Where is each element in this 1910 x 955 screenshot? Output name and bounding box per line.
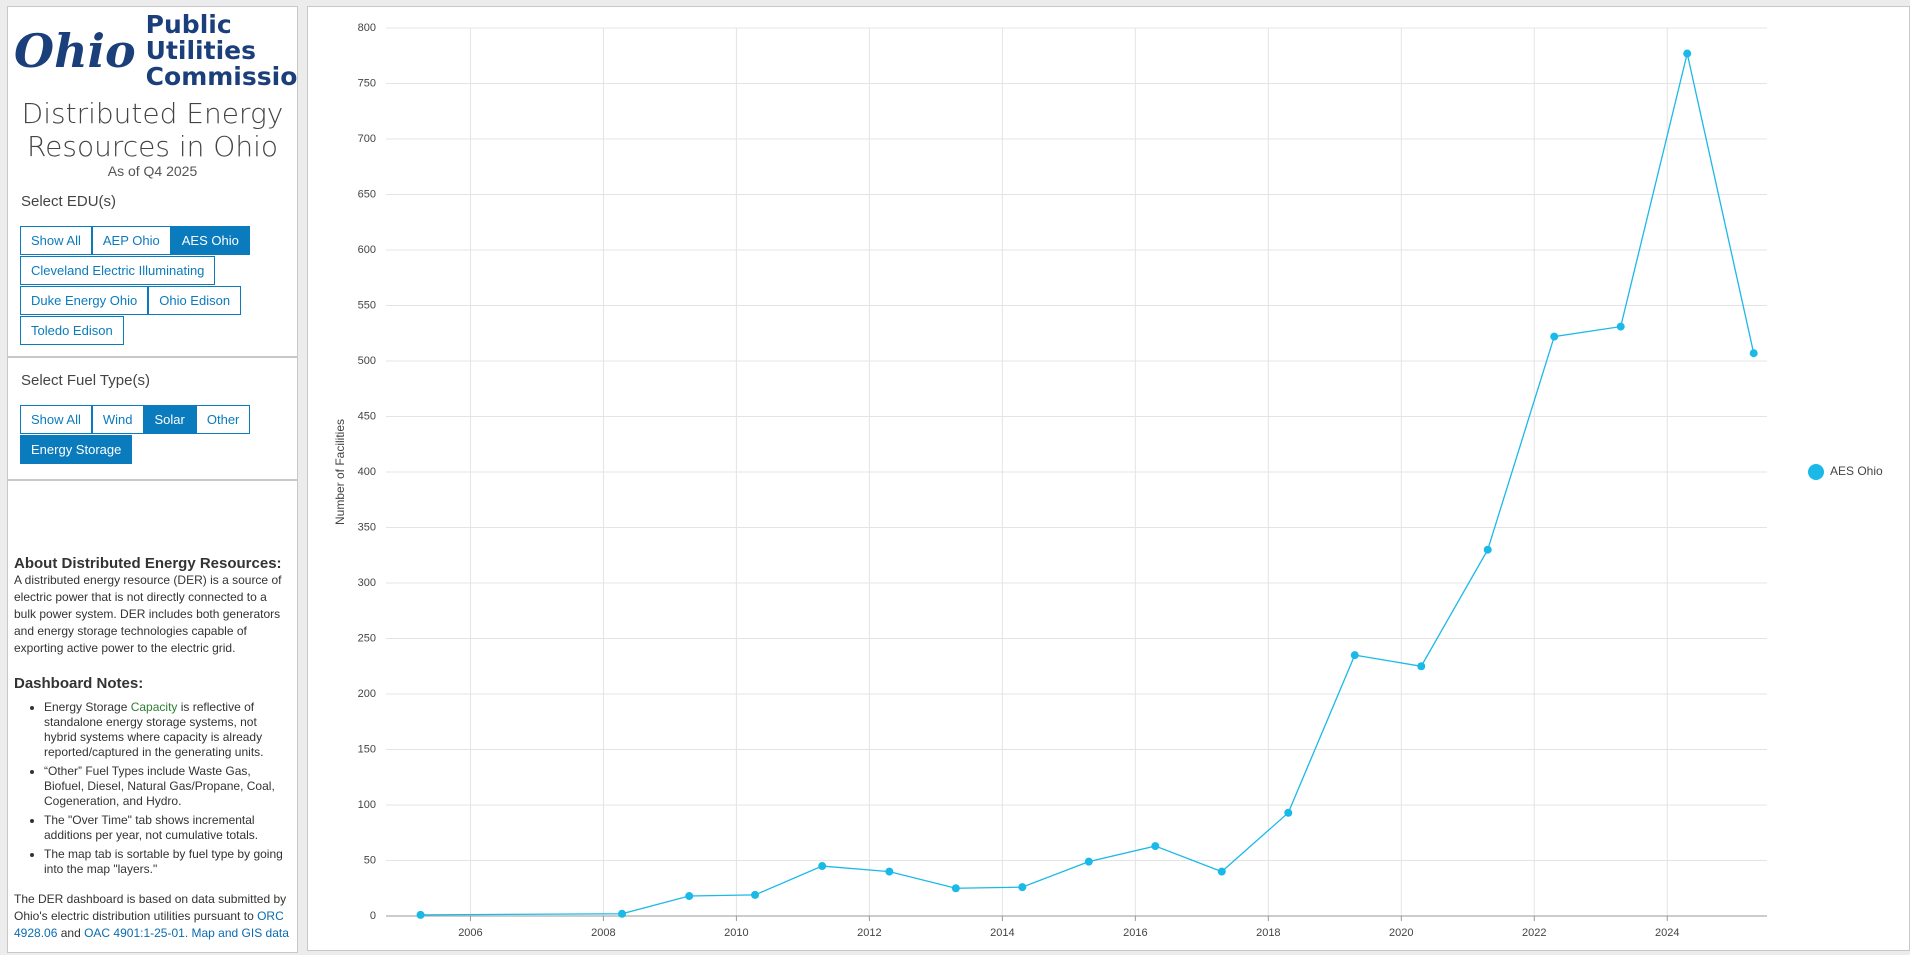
y-tick-label: 550 (358, 299, 376, 311)
x-tick-label: 2020 (1389, 927, 1413, 939)
y-tick-label: 250 (358, 632, 376, 644)
fuel-label: Select Fuel Type(s) (21, 372, 150, 389)
y-axis-label: Number of Facilities (333, 419, 347, 525)
filter-button[interactable]: Duke Energy Ohio (20, 286, 149, 315)
series-line (420, 53, 1755, 916)
fuel-buttons: Show All Wind Solar Other Energy Storage (8, 405, 297, 465)
x-tick-label: 2022 (1522, 927, 1546, 939)
data-point (1350, 651, 1359, 660)
data-point (685, 892, 694, 901)
text: is reflective of standalone energy stora… (44, 700, 264, 759)
link[interactable]: ORC 4928.06 (14, 909, 284, 940)
filter-button[interactable]: Toledo Edison (20, 316, 124, 345)
note-item: “Other” Fuel Types include Waste Gas, Bi… (44, 764, 291, 809)
text: and (57, 926, 85, 940)
y-tick-label: 600 (358, 244, 376, 256)
filter-button[interactable]: Energy Storage (20, 435, 133, 464)
y-tick-label: 500 (358, 355, 376, 367)
x-tick-label: 2006 (458, 927, 482, 939)
link[interactable]: OAC 4901:1-25-01. Map and GIS data (84, 926, 289, 940)
data-point (1217, 867, 1226, 876)
y-tick-label: 400 (358, 466, 376, 478)
text: The "Over Time" tab shows incremental ad… (44, 813, 259, 842)
notes-list: Energy Storage Capacity is reflective of… (14, 700, 291, 877)
data-point (951, 884, 960, 893)
y-tick-label: 750 (358, 77, 376, 89)
data-point (1483, 545, 1492, 554)
text: “Other” Fuel Types include Waste Gas, Bi… (44, 764, 275, 808)
y-tick-label: 700 (358, 133, 376, 145)
filter-button[interactable]: Other (195, 405, 251, 434)
filter-button[interactable]: Ohio Edison (148, 286, 242, 315)
filter-button[interactable]: AEP Ohio (91, 226, 171, 255)
x-tick-label: 2014 (990, 927, 1014, 939)
data-point (1550, 332, 1559, 341)
logo-mark: Ohio (14, 24, 136, 78)
y-tick-label: 200 (358, 688, 376, 700)
data-point (416, 910, 425, 919)
data-point (1749, 349, 1758, 358)
note-item: The "Over Time" tab shows incremental ad… (44, 813, 291, 843)
info: About Distributed Energy Resources: A di… (8, 555, 297, 942)
y-tick-label: 800 (358, 22, 376, 34)
sidebar: Ohio Public Utilities Commission Distrib… (7, 6, 298, 953)
data-point (751, 890, 760, 899)
y-tick-label: 150 (358, 743, 376, 755)
about-text: A distributed energy resource (DER) is a… (14, 573, 282, 655)
y-tick-label: 450 (358, 410, 376, 422)
data-point (885, 867, 894, 876)
data-point (1417, 662, 1426, 671)
chart: 0 50 100 150 200 250 300 350 400 450 500 550 600 650 7… (333, 22, 1883, 939)
y-tick-label: 650 (358, 188, 376, 200)
notes-heading: Dashboard Notes: (14, 675, 144, 692)
x-tick-label: 2018 (1256, 927, 1280, 939)
edu-label: Select EDU(s) (21, 193, 117, 210)
fuel-section: Select Fuel Type(s) Show All Wind Solar Oth… (8, 372, 297, 481)
text: Energy Storage (44, 700, 131, 714)
y-tick-label: 0 (370, 910, 376, 922)
filter-button[interactable]: Cleveland Electric Illuminating (20, 256, 216, 285)
subtitle: As of Q4 2025 (107, 163, 198, 179)
data-point (1683, 49, 1692, 58)
about-heading: About Distributed Energy Resources: (14, 555, 282, 572)
data-point (1084, 857, 1093, 866)
text: The map tab is sortable by fuel type by … (44, 847, 283, 876)
header-section: Ohio Public Utilities Commission Distrib… (8, 7, 297, 358)
note-item: The map tab is sortable by fuel type by … (44, 847, 291, 877)
filter-button[interactable]: AES Ohio (170, 226, 250, 255)
logo: Ohio Public Utilities Commission (8, 7, 298, 91)
data-point (1284, 808, 1293, 817)
data-point (618, 909, 627, 918)
legend-swatch (1808, 464, 1824, 480)
filter-button[interactable]: Show All (20, 226, 92, 255)
data-point (1018, 883, 1027, 892)
edu-buttons: Show All AEP Ohio AES OhioCleveland Electr… (8, 226, 297, 346)
y-tick-label: 300 (358, 577, 376, 589)
y-tick-label: 50 (364, 854, 376, 866)
x-tick-label: 2012 (857, 927, 881, 939)
title: Distributed Energy Resources in Ohio (21, 97, 284, 163)
note-item: Energy Storage Capacity is reflective of… (44, 700, 291, 760)
x-tick-label: 2010 (724, 927, 748, 939)
x-tick-label: 2016 (1123, 927, 1147, 939)
highlight: Capacity (130, 700, 178, 714)
x-tick-label: 2024 (1655, 927, 1679, 939)
text: The DER dashboard is based on data submi… (14, 892, 287, 923)
data-point (1616, 322, 1625, 331)
y-tick-label: 100 (358, 799, 376, 811)
filter-button[interactable]: Show All (20, 405, 92, 434)
data-point (1151, 842, 1160, 851)
y-tick-label: 350 (358, 521, 376, 533)
filter-button[interactable]: Solar (143, 405, 196, 434)
x-tick-label: 2008 (591, 927, 615, 939)
filter-button[interactable]: Wind (91, 405, 144, 434)
chart-panel: 0 50 100 150 200 250 300 350 400 450 500 550 600 650 7… (307, 6, 1910, 951)
data-point (818, 862, 827, 871)
footer-text: The DER dashboard is based on data submi… (14, 891, 291, 942)
logo-org: Public Utilities Commission (145, 10, 298, 91)
legend-label: AES Ohio (1830, 464, 1883, 478)
